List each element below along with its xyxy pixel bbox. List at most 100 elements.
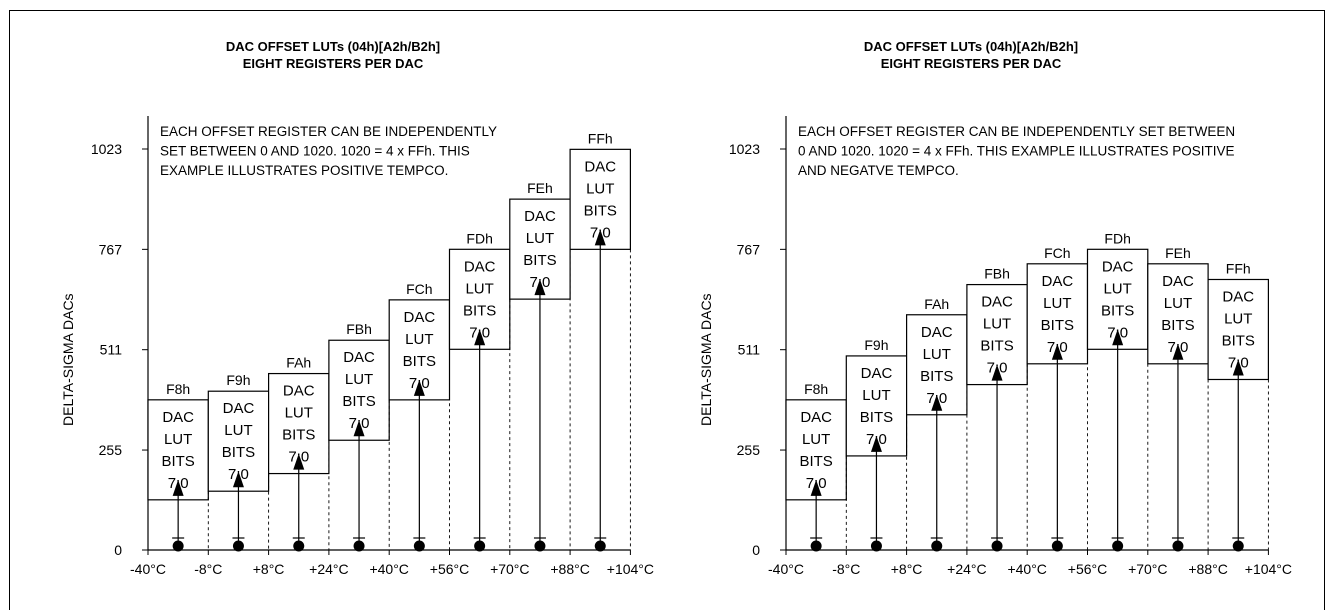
box-text: DAC xyxy=(404,309,436,326)
register-label: F8h xyxy=(804,381,828,397)
offset-arrow-head xyxy=(474,329,486,346)
box-text: LUT xyxy=(1164,295,1192,312)
y-tick-label: 1023 xyxy=(729,141,760,157)
x-tick-label: +88°C xyxy=(1188,561,1227,577)
box-text: DAC xyxy=(1102,258,1134,275)
offset-arrow-head xyxy=(353,420,365,437)
box-text: BITS xyxy=(161,453,194,470)
box-text: LUT xyxy=(862,387,890,404)
offset-arrow-head xyxy=(232,471,244,488)
note-line: EACH OFFSET REGISTER CAN BE INDEPENDENTL… xyxy=(160,124,497,139)
x-tick-label: -40°C xyxy=(768,561,804,577)
x-tick-label: +8°C xyxy=(891,561,923,577)
x-tick-label: +24°C xyxy=(947,561,986,577)
box-text: BITS xyxy=(980,338,1013,355)
box-text: BITS xyxy=(463,302,496,319)
box-text: BITS xyxy=(523,252,556,269)
x-tick-label: -40°C xyxy=(130,561,166,577)
x-tick-label: +104°C xyxy=(1245,561,1292,577)
register-label: FCh xyxy=(406,281,432,297)
x-tick-label: +56°C xyxy=(1068,561,1107,577)
y-tick-label: 511 xyxy=(738,342,761,358)
x-tick-label: +56°C xyxy=(430,561,469,577)
box-text: BITS xyxy=(1222,332,1255,349)
box-text: DAC xyxy=(861,365,893,382)
x-tick-label: +88°C xyxy=(550,561,589,577)
x-tick-label: +40°C xyxy=(1007,561,1046,577)
register-label: FEh xyxy=(527,180,553,196)
figure-frame xyxy=(9,10,1325,610)
register-label: FCh xyxy=(1044,245,1070,261)
box-text: BITS xyxy=(1101,302,1134,319)
offset-arrow-head xyxy=(931,394,943,411)
y-tick-label: 255 xyxy=(737,442,761,458)
offset-arrow-head xyxy=(1232,359,1244,376)
register-label: FBh xyxy=(984,266,1010,282)
box-text: BITS xyxy=(342,393,375,410)
box-text: BITS xyxy=(282,427,315,444)
register-label: F9h xyxy=(226,372,250,388)
register-label: FFh xyxy=(588,130,613,146)
box-text: LUT xyxy=(802,431,830,448)
panel-title-line1: DAC OFFSET LUTs (04h)[A2h/B2h] xyxy=(226,39,440,54)
register-label: FDh xyxy=(1104,230,1130,246)
left-panel: DAC OFFSET LUTs (04h)[A2h/B2h] EIGHT REGI… xyxy=(60,39,654,577)
note-line: 0 AND 1020. 1020 = 4 x FFh. THIS EXAMPLE… xyxy=(798,144,1235,159)
offset-arrow-head xyxy=(594,229,606,246)
panel-title-line2: EIGHT REGISTERS PER DAC xyxy=(881,56,1062,71)
y-axis-label: DELTA-SIGMA DACs xyxy=(698,293,714,426)
register-label: FDh xyxy=(466,230,492,246)
y-tick-label: 767 xyxy=(737,241,761,257)
box-text: DAC xyxy=(584,158,616,175)
register-label: FBh xyxy=(346,321,372,337)
box-text: BITS xyxy=(1041,317,1074,334)
box-text: BITS xyxy=(222,444,255,461)
box-text: DAC xyxy=(800,409,832,426)
offset-arrow-head xyxy=(1172,343,1184,360)
box-text: DAC xyxy=(223,400,255,417)
x-tick-label: -8°C xyxy=(832,561,860,577)
box-text: DAC xyxy=(981,294,1013,311)
box-text: LUT xyxy=(526,230,554,247)
offset-arrow-head xyxy=(1051,343,1063,360)
box-text: LUT xyxy=(405,331,433,348)
x-tick-label: -8°C xyxy=(194,561,222,577)
panel-title-line1: DAC OFFSET LUTs (04h)[A2h/B2h] xyxy=(864,39,1078,54)
register-label: FFh xyxy=(1226,260,1251,276)
box-text: LUT xyxy=(586,180,614,197)
register-label: FAh xyxy=(286,355,311,371)
box-text: LUT xyxy=(923,346,951,363)
register-label: FAh xyxy=(924,296,949,312)
offset-arrow-head xyxy=(172,479,184,496)
box-text: DAC xyxy=(162,409,194,426)
box-text: LUT xyxy=(465,280,493,297)
offset-arrow-head xyxy=(413,379,425,396)
box-text: DAC xyxy=(921,324,953,341)
offset-arrow-head xyxy=(870,435,882,452)
y-tick-label: 0 xyxy=(752,542,760,558)
box-text: BITS xyxy=(403,353,436,370)
note-line: EXAMPLE ILLUSTRATES POSITIVE TEMPCO. xyxy=(160,163,448,178)
register-label: F8h xyxy=(166,381,190,397)
y-tick-label: 1023 xyxy=(91,141,122,157)
box-text: BITS xyxy=(860,409,893,426)
x-tick-label: +8°C xyxy=(253,561,285,577)
box-text: BITS xyxy=(584,202,617,219)
x-tick-label: +40°C xyxy=(369,561,408,577)
right-panel: DAC OFFSET LUTs (04h)[A2h/B2h] EIGHT REGI… xyxy=(698,39,1292,577)
x-tick-label: +24°C xyxy=(309,561,348,577)
box-text: DAC xyxy=(524,208,556,225)
box-text: LUT xyxy=(285,405,313,422)
box-text: DAC xyxy=(464,258,496,275)
box-text: LUT xyxy=(224,422,252,439)
box-text: DAC xyxy=(1222,288,1254,305)
offset-arrow-head xyxy=(991,364,1003,381)
box-text: DAC xyxy=(1042,273,1074,290)
box-text: LUT xyxy=(1224,310,1252,327)
register-box xyxy=(906,314,968,416)
panel-title-line2: EIGHT REGISTERS PER DAC xyxy=(243,56,424,71)
box-text: BITS xyxy=(799,453,832,470)
box-text: DAC xyxy=(343,349,375,366)
note-line: AND NEGATVE TEMPCO. xyxy=(798,163,959,178)
x-tick-label: +70°C xyxy=(1128,561,1167,577)
